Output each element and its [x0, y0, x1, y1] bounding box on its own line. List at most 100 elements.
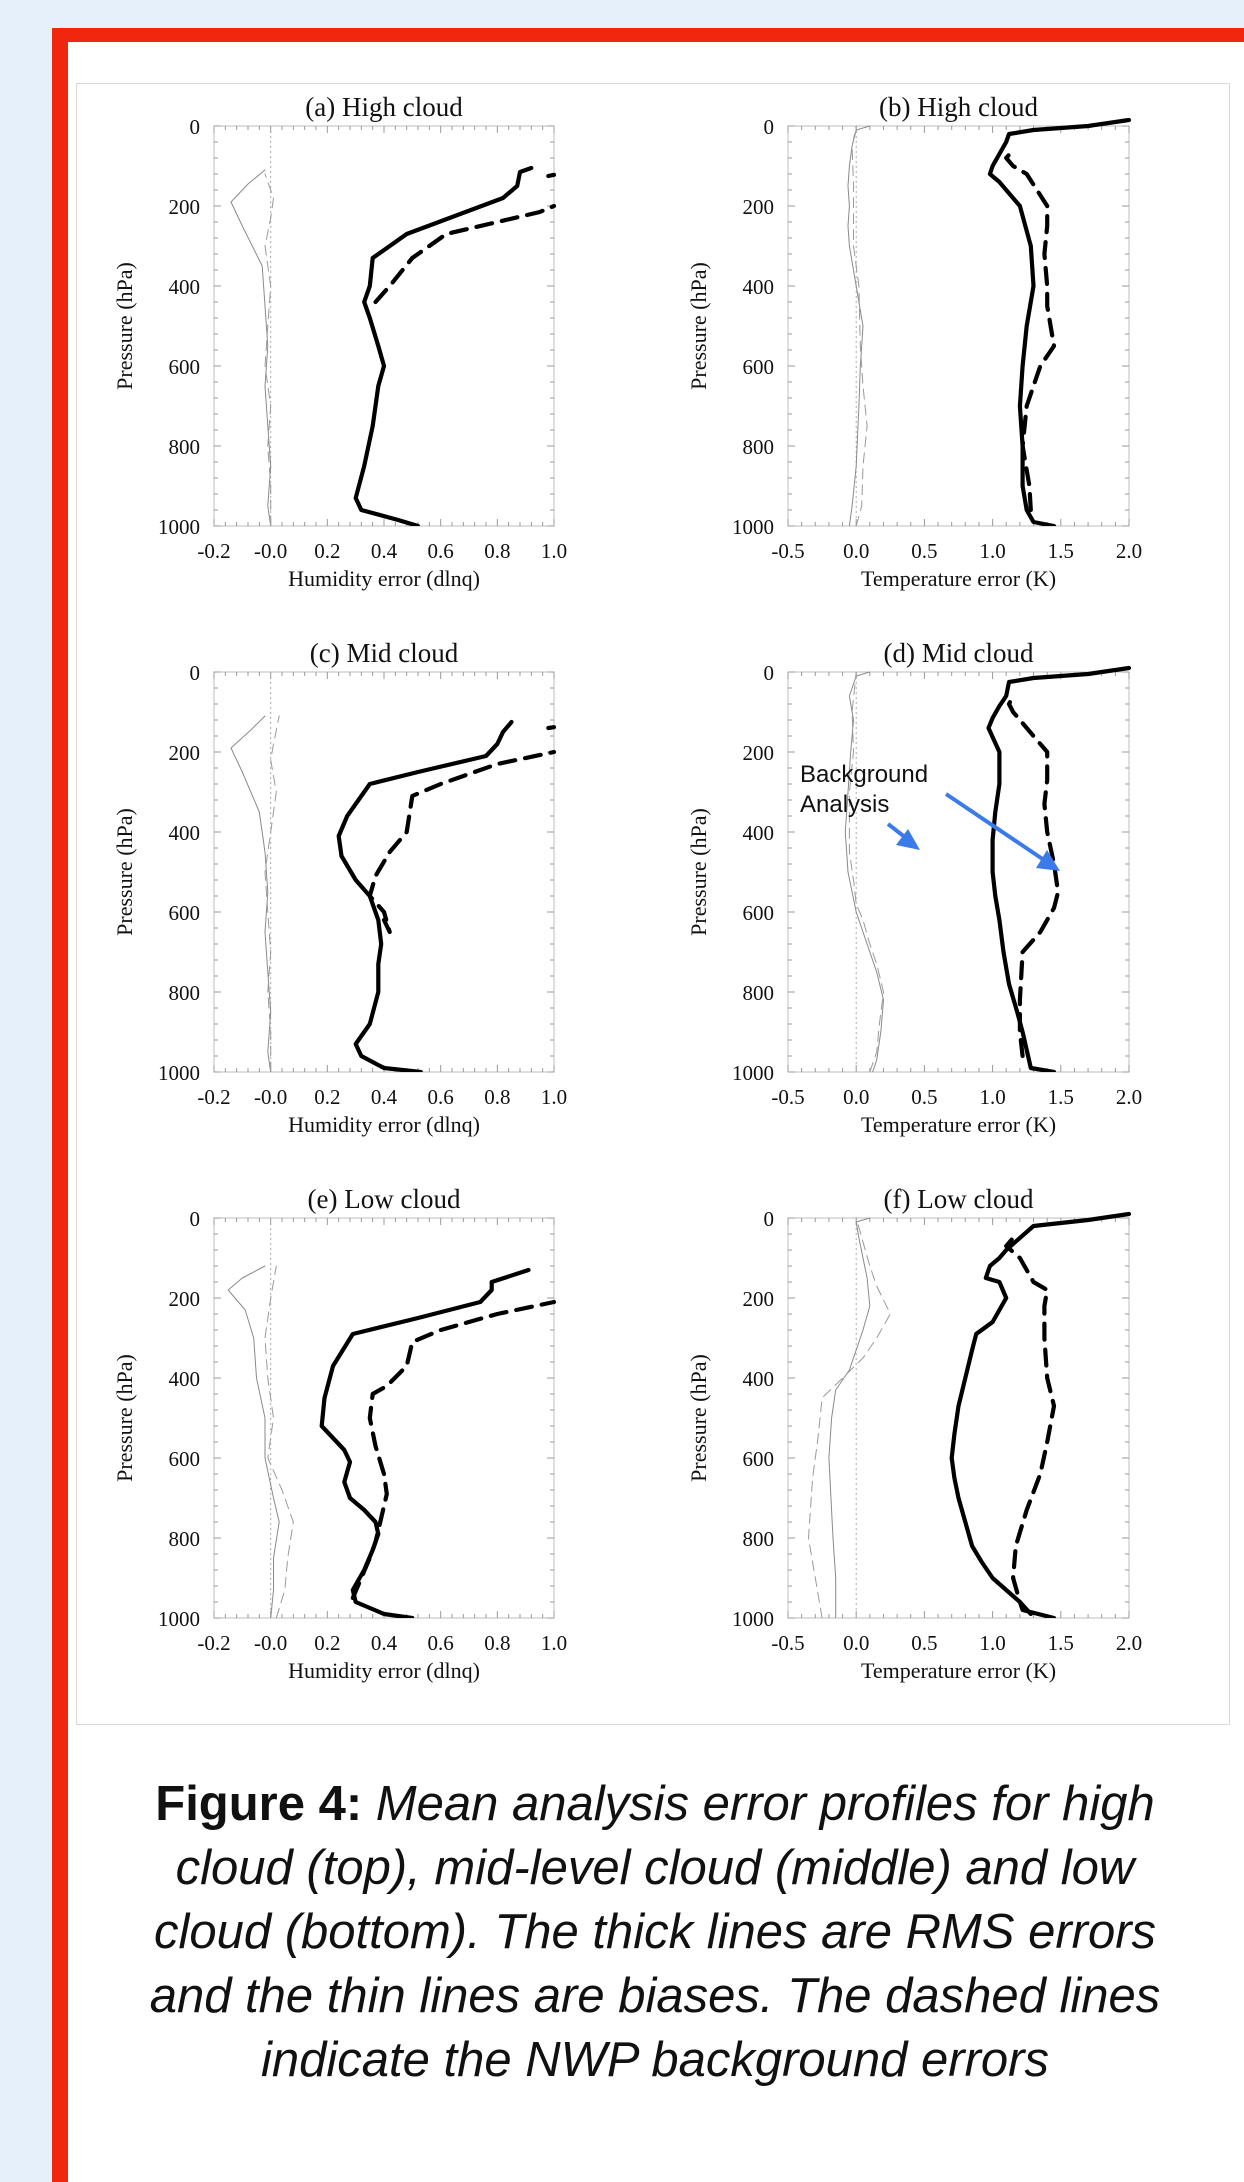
y-tick-label: 800 [743, 1527, 775, 1551]
y-tick-label: 200 [169, 741, 201, 765]
series-bias-analysis-line [230, 169, 272, 526]
x-tick-label: 1.0 [541, 539, 567, 563]
x-tick-label: 0.2 [314, 1085, 340, 1109]
series-rms-analysis-line [987, 117, 1132, 526]
y-tick-label: 600 [743, 1447, 775, 1471]
series-rms-background-line [367, 749, 557, 935]
y-axis-label: Pressure (hPa) [112, 808, 137, 936]
y-tick-label: 0 [190, 661, 201, 685]
plot-area [787, 1217, 1130, 1619]
y-tick-label: 400 [169, 275, 201, 299]
series-bias-background-line [851, 125, 868, 526]
x-tick-label: 0.4 [371, 539, 398, 563]
x-tick-label: 0.6 [428, 539, 454, 563]
x-tick-label: 1.0 [979, 539, 1005, 563]
y-tick-label: 600 [169, 355, 201, 379]
x-tick-label: -0.2 [197, 1631, 230, 1655]
x-tick-label: 0.6 [428, 1631, 454, 1655]
annotation-background-label: Background [800, 761, 928, 788]
series-bias-background-line [808, 1217, 891, 1618]
y-tick-label: 800 [743, 435, 775, 459]
chart-title: (c) Mid cloud [310, 638, 459, 668]
series-bias-analysis-line [227, 1265, 280, 1618]
annotation-arrow-line [944, 792, 1046, 862]
y-tick-label: 800 [169, 435, 201, 459]
x-tick-label: 0.8 [484, 1085, 510, 1109]
x-tick-label: -0.5 [771, 1631, 804, 1655]
y-tick-label: 0 [190, 115, 201, 139]
x-tick-label: 0.0 [843, 1085, 869, 1109]
y-axis-label: Pressure (hPa) [112, 1354, 137, 1482]
x-tick-label: 0.0 [843, 1631, 869, 1655]
figure-panel: -0.2 -0.0 0.2 0.4 0.6 0.8 1.0 0 200 400 600 800 1000… [76, 83, 1230, 1725]
y-tick-label: 200 [169, 1287, 201, 1311]
series-bias-background-line [264, 1265, 294, 1618]
chart-panel-c: -0.2 -0.0 0.2 0.4 0.6 0.8 1.0 0 200 400 600 800 1000… [112, 638, 567, 1137]
y-tick-label: 0 [190, 1207, 201, 1231]
chart-panel-e: -0.2 -0.0 0.2 0.4 0.6 0.8 1.0 0 200 400 600 800 1000… [112, 1184, 567, 1683]
y-tick-label: 600 [169, 901, 201, 925]
y-tick-label: 0 [764, 661, 775, 685]
annotation-arrowhead [1036, 850, 1060, 871]
annotation-analysis-label: Analysis [800, 791, 889, 818]
x-tick-label: 0.5 [911, 539, 937, 563]
series-rms-analysis-line [353, 165, 534, 526]
figure-4-charts: -0.2 -0.0 0.2 0.4 0.6 0.8 1.0 0 200 400 600 800 1000… [112, 92, 1142, 1683]
y-tick-label: 600 [169, 1447, 201, 1471]
series-bias-analysis-line [847, 125, 871, 526]
series-rms-analysis-line [949, 1211, 1132, 1618]
x-tick-label: -0.0 [254, 1631, 287, 1655]
caption-text: Mean analysis error profiles for high cl… [149, 1777, 1161, 2087]
x-tick-label: -0.5 [771, 1085, 804, 1109]
series-bias-analysis-line [828, 1217, 871, 1618]
x-tick-label: -0.0 [254, 1085, 287, 1109]
series-bias-background-line [848, 671, 884, 1072]
y-tick-label: 400 [743, 275, 775, 299]
x-tick-label: -0.2 [197, 539, 230, 563]
y-tick-label: 1000 [732, 1607, 774, 1631]
series-bias-analysis-line [844, 671, 884, 1072]
x-tick-label: 2.0 [1116, 539, 1142, 563]
y-tick-label: 400 [169, 821, 201, 845]
series-rms-background-line [546, 725, 557, 731]
series-rms-background-line [1004, 147, 1057, 513]
y-tick-label: 0 [764, 1207, 775, 1231]
x-axis-label: Humidity error (dlnq) [288, 566, 480, 591]
y-tick-label: 200 [169, 195, 201, 219]
plot-area [213, 125, 555, 527]
y-axis-label: Pressure (hPa) [686, 1354, 711, 1482]
y-axis-label: Pressure (hPa) [112, 262, 137, 390]
chart-title: (d) Mid cloud [884, 638, 1034, 668]
y-tick-label: 200 [743, 1287, 775, 1311]
x-tick-label: 1.0 [979, 1085, 1005, 1109]
chart-panel-d: -0.5 0.0 0.5 1.0 1.5 2.0 0 200 400 600 800 1000 (d) … [686, 638, 1142, 1137]
chart-title: (a) High cloud [305, 92, 463, 122]
y-tick-label: 1000 [158, 515, 200, 539]
y-axis-label: Pressure (hPa) [686, 262, 711, 390]
x-tick-label: -0.0 [254, 539, 287, 563]
figure-caption: Figure 4: Mean analysis error profiles f… [140, 1772, 1170, 2092]
y-tick-label: 400 [169, 1367, 201, 1391]
x-tick-label: 1.0 [541, 1085, 567, 1109]
x-tick-label: -0.2 [197, 1085, 230, 1109]
x-axis-label: Temperature error (K) [861, 566, 1056, 591]
y-tick-label: 1000 [732, 515, 774, 539]
y-tick-label: 400 [743, 821, 775, 845]
y-tick-label: 200 [743, 195, 775, 219]
x-tick-label: 0.5 [911, 1085, 937, 1109]
x-axis-label: Temperature error (K) [861, 1112, 1056, 1137]
chart-title: (f) Low cloud [884, 1184, 1034, 1214]
y-tick-label: 600 [743, 355, 775, 379]
y-tick-label: 1000 [158, 1607, 200, 1631]
chart-title: (e) Low cloud [308, 1184, 461, 1214]
x-tick-label: 1.5 [1048, 1631, 1074, 1655]
y-tick-label: 0 [764, 115, 775, 139]
series-rms-background-line [350, 1299, 557, 1601]
series-bias-background-line [264, 173, 274, 526]
series-rms-analysis-line [336, 719, 514, 1072]
y-tick-label: 800 [169, 981, 201, 1005]
y-tick-label: 800 [169, 1527, 201, 1551]
x-tick-label: 1.0 [541, 1631, 567, 1655]
series-rms-analysis-line [319, 1267, 531, 1618]
y-tick-label: 400 [743, 1367, 775, 1391]
